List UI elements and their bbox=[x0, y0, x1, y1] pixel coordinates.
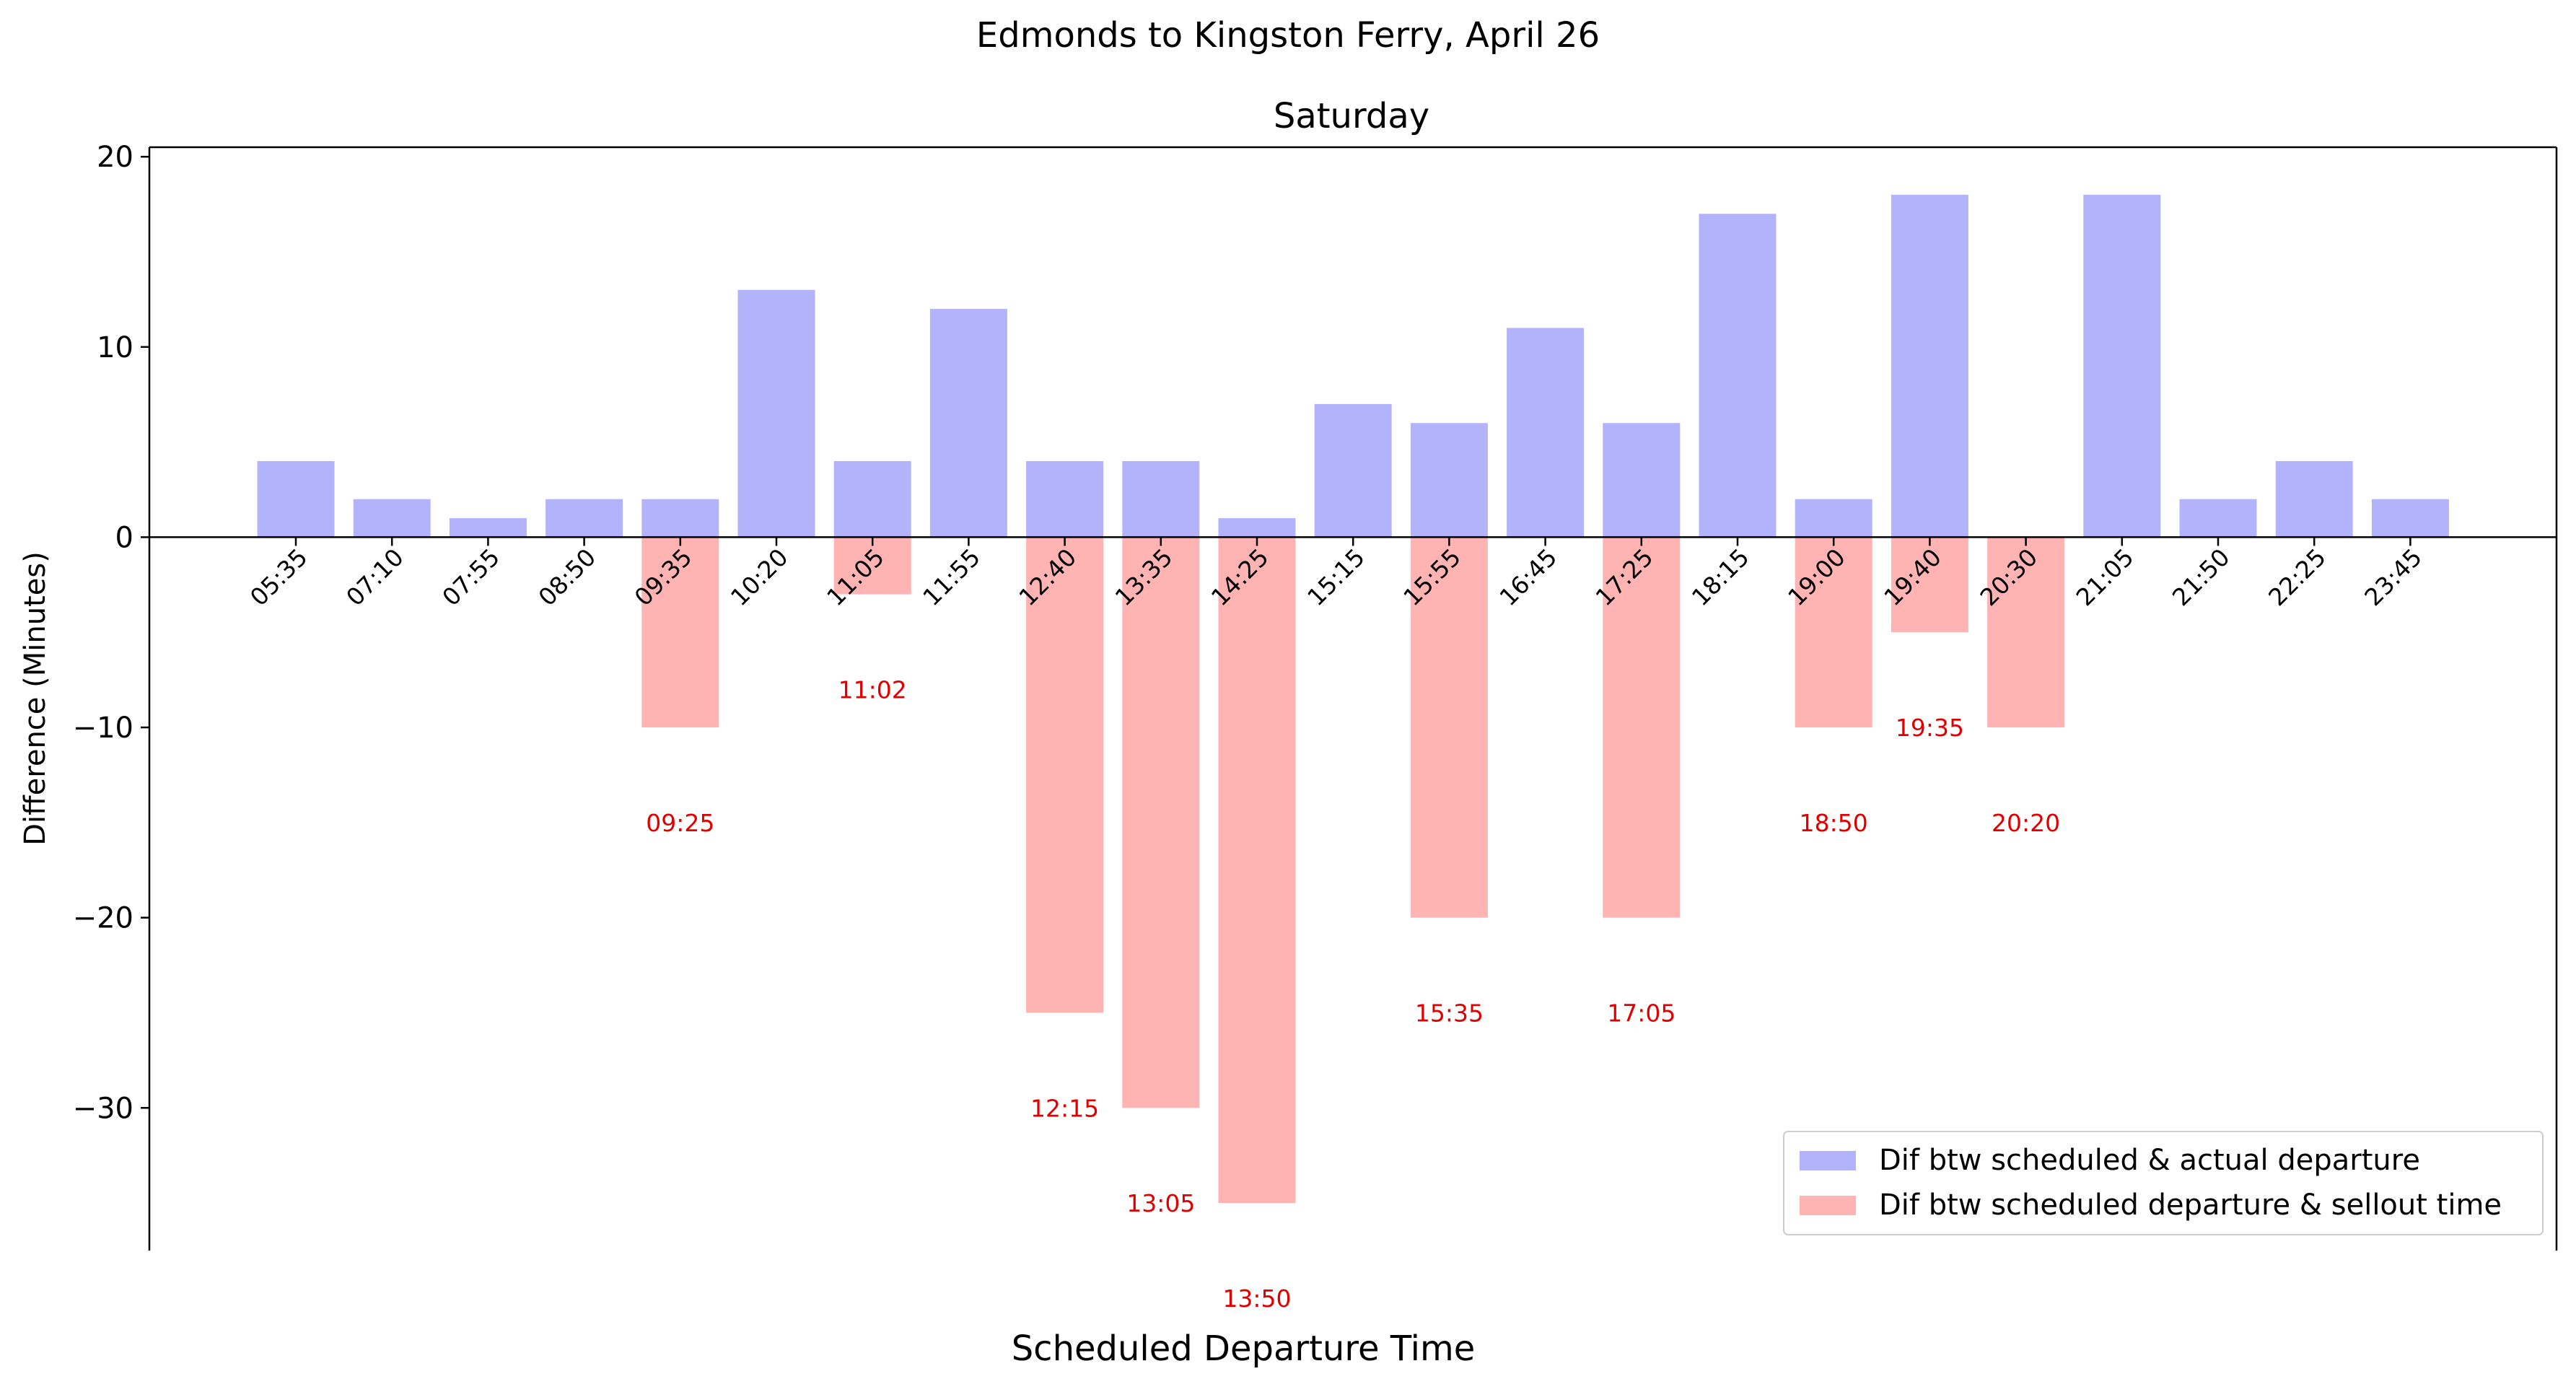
departure-diff-bar bbox=[1026, 460, 1104, 538]
y-tick-label: 20 bbox=[97, 141, 133, 174]
chart-suptitle: Edmonds to Kingston Ferry, April 26 bbox=[976, 15, 1600, 56]
sellout-time-label: 12:15 bbox=[1030, 1094, 1099, 1122]
departure-diff-bar bbox=[2371, 499, 2449, 538]
departure-diff-bar bbox=[1122, 460, 1200, 538]
y-tick-label: −10 bbox=[73, 712, 133, 745]
departure-diff-bar bbox=[546, 499, 623, 538]
sellout-time-label: 15:35 bbox=[1415, 999, 1484, 1027]
departure-diff-bar bbox=[2083, 194, 2161, 538]
departure-diff-bar bbox=[1218, 518, 1296, 538]
legend-entry-label: Dif btw scheduled departure & sellout ti… bbox=[1879, 1189, 2502, 1222]
x-tick-label: 21:50 bbox=[2167, 543, 2235, 612]
sellout-diff-bar bbox=[1891, 537, 1968, 633]
x-tick-label: 07:55 bbox=[437, 543, 505, 612]
sellout-time-label: 20:20 bbox=[1992, 809, 2060, 837]
sellout-time-label: 17:05 bbox=[1607, 999, 1675, 1027]
sellout-time-label: 19:35 bbox=[1896, 714, 1964, 742]
legend-swatch bbox=[1800, 1151, 1856, 1170]
sellout-diff-bar bbox=[1410, 537, 1488, 918]
x-tick-label: 23:45 bbox=[2359, 543, 2427, 612]
legend: Dif btw scheduled & actual departure Dif … bbox=[1783, 1131, 2544, 1235]
departure-diff-bar bbox=[641, 499, 719, 538]
y-axis-label: Difference (Minutes) bbox=[19, 551, 52, 846]
x-tick-label: 21:05 bbox=[2071, 543, 2139, 612]
departure-diff-bar bbox=[929, 309, 1007, 538]
x-tick-label: 08:50 bbox=[533, 543, 601, 612]
sellout-diff-bar bbox=[1026, 537, 1104, 1013]
x-tick-label: 18:15 bbox=[1686, 543, 1755, 612]
sellout-time-label: 18:50 bbox=[1800, 809, 1868, 837]
sellout-diff-bar bbox=[1603, 537, 1681, 918]
x-tick-label: 11:55 bbox=[917, 543, 986, 612]
x-tick-label: 16:45 bbox=[1494, 543, 1562, 612]
sellout-diff-bar bbox=[1987, 537, 2065, 728]
x-tick-label: 10:20 bbox=[725, 543, 794, 612]
x-tick-label: 07:10 bbox=[341, 543, 409, 612]
legend-entry-label: Dif btw scheduled & actual departure bbox=[1879, 1144, 2420, 1177]
departure-diff-bar bbox=[737, 289, 815, 538]
sellout-diff-bar bbox=[833, 537, 911, 595]
departure-diff-bar bbox=[1507, 328, 1585, 538]
departure-diff-bar bbox=[2275, 460, 2353, 538]
y-tick-label: −30 bbox=[73, 1092, 133, 1125]
x-tick-label: 15:15 bbox=[1302, 543, 1370, 612]
chart-title: Saturday bbox=[1274, 96, 1429, 136]
departure-diff-bar bbox=[353, 499, 431, 538]
departure-diff-bar bbox=[1891, 194, 1968, 538]
sellout-time-label: 09:25 bbox=[646, 809, 714, 837]
sellout-time-label: 13:05 bbox=[1126, 1189, 1195, 1217]
y-tick-label: 0 bbox=[115, 521, 133, 554]
departure-diff-bar bbox=[257, 460, 335, 538]
x-axis-label: Scheduled Departure Time bbox=[1012, 1328, 1476, 1369]
departure-diff-bar bbox=[1603, 423, 1681, 538]
departure-diff-bar bbox=[449, 518, 527, 538]
sellout-diff-bar bbox=[1122, 537, 1200, 1108]
legend-swatch bbox=[1800, 1196, 1856, 1215]
departure-diff-bar bbox=[1699, 214, 1777, 538]
departure-diff-bar bbox=[2179, 499, 2257, 538]
x-tick-label: 22:25 bbox=[2263, 543, 2331, 612]
sellout-diff-bar bbox=[1795, 537, 1872, 728]
legend-box bbox=[1783, 1131, 2544, 1235]
sellout-time-label: 11:02 bbox=[838, 675, 907, 704]
departure-diff-bar bbox=[1795, 499, 1872, 538]
departure-diff-bar bbox=[833, 460, 911, 538]
x-tick-label: 05:35 bbox=[245, 543, 313, 612]
y-tick-label: 10 bbox=[97, 331, 133, 364]
departure-diff-bar bbox=[1410, 423, 1488, 538]
sellout-diff-bar bbox=[641, 537, 719, 728]
sellout-diff-bar bbox=[1218, 537, 1296, 1204]
sellout-time-label: 13:50 bbox=[1222, 1284, 1291, 1313]
y-tick-label: −20 bbox=[73, 902, 133, 935]
departure-diff-bar bbox=[1314, 403, 1392, 538]
